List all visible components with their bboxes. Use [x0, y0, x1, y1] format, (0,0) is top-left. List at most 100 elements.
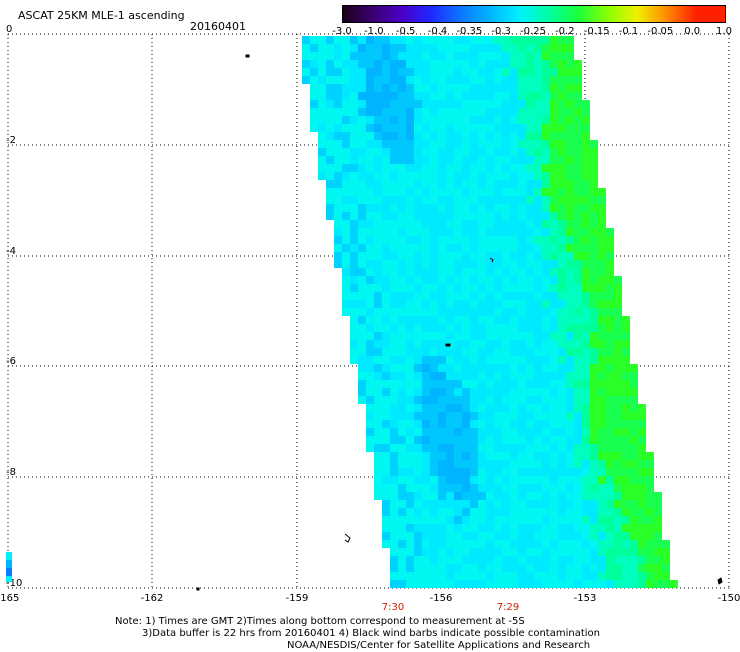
swath-cell	[550, 532, 558, 540]
swath-cell	[518, 572, 526, 580]
swath-cell	[622, 580, 630, 588]
swath-cell	[574, 276, 582, 284]
swath-cell	[518, 124, 526, 132]
swath-cell	[446, 228, 454, 236]
swath-cell	[670, 580, 678, 588]
swath-cell	[566, 108, 574, 116]
swath-cell	[590, 548, 598, 556]
swath-cell	[582, 348, 590, 356]
swath-cell	[518, 484, 526, 492]
swath-cell	[582, 116, 590, 124]
swath-cell	[486, 268, 494, 276]
swath-cell	[430, 76, 438, 84]
swath-cell	[510, 92, 518, 100]
swath-cell	[390, 244, 398, 252]
swath-cell	[558, 60, 566, 68]
swath-cell	[342, 220, 350, 228]
swath-cell	[302, 36, 310, 44]
swath-cell	[390, 84, 398, 92]
swath-cell	[606, 300, 614, 308]
swath-cell	[470, 484, 478, 492]
swath-cell	[542, 284, 550, 292]
swath-cell	[398, 556, 406, 564]
swath-cell	[462, 180, 470, 188]
swath-cell	[422, 340, 430, 348]
swath-cell	[574, 468, 582, 476]
swath-cell	[318, 84, 326, 92]
swath-cell	[606, 260, 614, 268]
swath-cell	[398, 420, 406, 428]
swath-cell	[542, 356, 550, 364]
swath-cell	[558, 44, 566, 52]
swath-cell	[470, 292, 478, 300]
swath-cell	[526, 268, 534, 276]
swath-cell	[414, 356, 422, 364]
swath-cell	[566, 484, 574, 492]
swath-cell	[366, 84, 374, 92]
swath-cell	[430, 332, 438, 340]
swath-cell	[582, 556, 590, 564]
swath-cell	[438, 196, 446, 204]
swath-cell	[366, 308, 374, 316]
colorbar-segment	[343, 6, 373, 22]
swath-cell	[502, 564, 510, 572]
swath-cell	[374, 468, 382, 476]
swath-cell	[446, 60, 454, 68]
swath-cell	[390, 428, 398, 436]
swath-cell	[406, 68, 414, 76]
swath-cell	[486, 556, 494, 564]
swath-cell	[550, 460, 558, 468]
swath-cell	[462, 44, 470, 52]
swath-cell	[526, 484, 534, 492]
swath-cell	[630, 436, 638, 444]
swath-cell	[470, 572, 478, 580]
swath-cell	[438, 60, 446, 68]
swath-cell	[622, 316, 630, 324]
swath-cell	[510, 268, 518, 276]
swath-cell	[550, 60, 558, 68]
swath-cell	[494, 308, 502, 316]
swath-cell	[446, 188, 454, 196]
swath-cell	[502, 140, 510, 148]
swath-cell	[630, 500, 638, 508]
swath-cell	[470, 324, 478, 332]
swath-cell	[622, 452, 630, 460]
swath-cell	[486, 540, 494, 548]
swath-cell	[622, 540, 630, 548]
swath-cell	[422, 220, 430, 228]
swath-cell	[406, 132, 414, 140]
swath-cell	[390, 36, 398, 44]
swath-cell	[574, 524, 582, 532]
swath-cell	[318, 76, 326, 84]
swath-cell	[502, 340, 510, 348]
swath-cell	[398, 516, 406, 524]
swath-cell	[382, 364, 390, 372]
swath-cell	[438, 284, 446, 292]
swath-cell	[494, 380, 502, 388]
swath-cell	[478, 36, 486, 44]
swath-cell	[534, 532, 542, 540]
swath-cell	[342, 68, 350, 76]
swath-cell	[582, 140, 590, 148]
swath-cell	[478, 468, 486, 476]
swath-cell	[446, 532, 454, 540]
swath-cell	[454, 444, 462, 452]
swath-cell	[470, 268, 478, 276]
swath-cell	[414, 532, 422, 540]
swath-cell	[358, 220, 366, 228]
swath-cell	[582, 364, 590, 372]
swath-cell	[326, 164, 334, 172]
swath-cell	[566, 100, 574, 108]
swath-cell	[494, 260, 502, 268]
swath-cell	[558, 356, 566, 364]
swath-cell	[478, 324, 486, 332]
swath-cell	[574, 116, 582, 124]
swath-cell	[350, 220, 358, 228]
swath-cell	[494, 76, 502, 84]
swath-cell	[422, 252, 430, 260]
swath-cell	[446, 116, 454, 124]
swath-cell	[350, 140, 358, 148]
swath-cell	[486, 276, 494, 284]
swath-cell	[462, 244, 470, 252]
swath-cell	[542, 140, 550, 148]
